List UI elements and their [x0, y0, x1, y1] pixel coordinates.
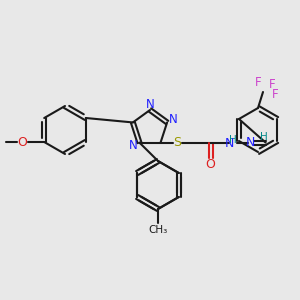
Text: N: N — [129, 139, 138, 152]
Text: N: N — [225, 137, 234, 150]
Text: S: S — [174, 136, 182, 149]
Text: H: H — [260, 132, 268, 142]
Text: F: F — [255, 76, 261, 88]
Text: O: O — [206, 158, 215, 171]
Text: F: F — [272, 88, 278, 100]
Text: N: N — [246, 136, 255, 149]
Text: N: N — [169, 113, 178, 126]
Text: H: H — [229, 135, 236, 145]
Text: CH₃: CH₃ — [148, 225, 168, 235]
Text: O: O — [17, 136, 27, 148]
Text: N: N — [146, 98, 154, 110]
Text: F: F — [269, 77, 275, 91]
